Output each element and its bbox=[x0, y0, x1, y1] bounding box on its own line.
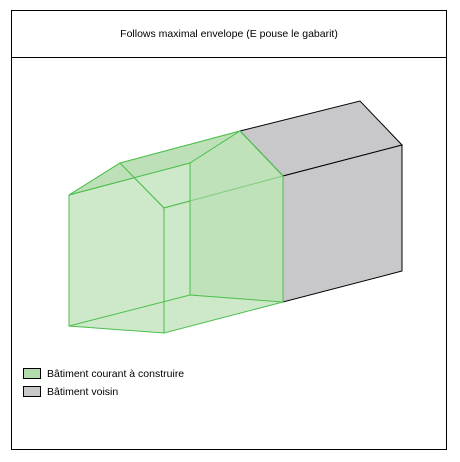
legend-item-neighbor: Bâtiment voisin bbox=[23, 383, 184, 400]
legend: Bâtiment courant à construire Bâtiment v… bbox=[23, 365, 184, 401]
diagram-title: Follows maximal envelope (E pouse le gab… bbox=[12, 11, 446, 58]
legend-swatch-grey bbox=[23, 386, 41, 397]
legend-swatch-green bbox=[23, 368, 41, 379]
legend-label: Bâtiment voisin bbox=[47, 385, 119, 398]
diagram-frame: Follows maximal envelope (E pouse le gab… bbox=[11, 10, 447, 450]
legend-item-new-building: Bâtiment courant à construire bbox=[23, 365, 184, 382]
new-building-edge bbox=[68, 162, 191, 196]
new-building-edge bbox=[68, 294, 191, 327]
new-building bbox=[68, 130, 284, 334]
legend-label: Bâtiment courant à construire bbox=[47, 367, 185, 380]
